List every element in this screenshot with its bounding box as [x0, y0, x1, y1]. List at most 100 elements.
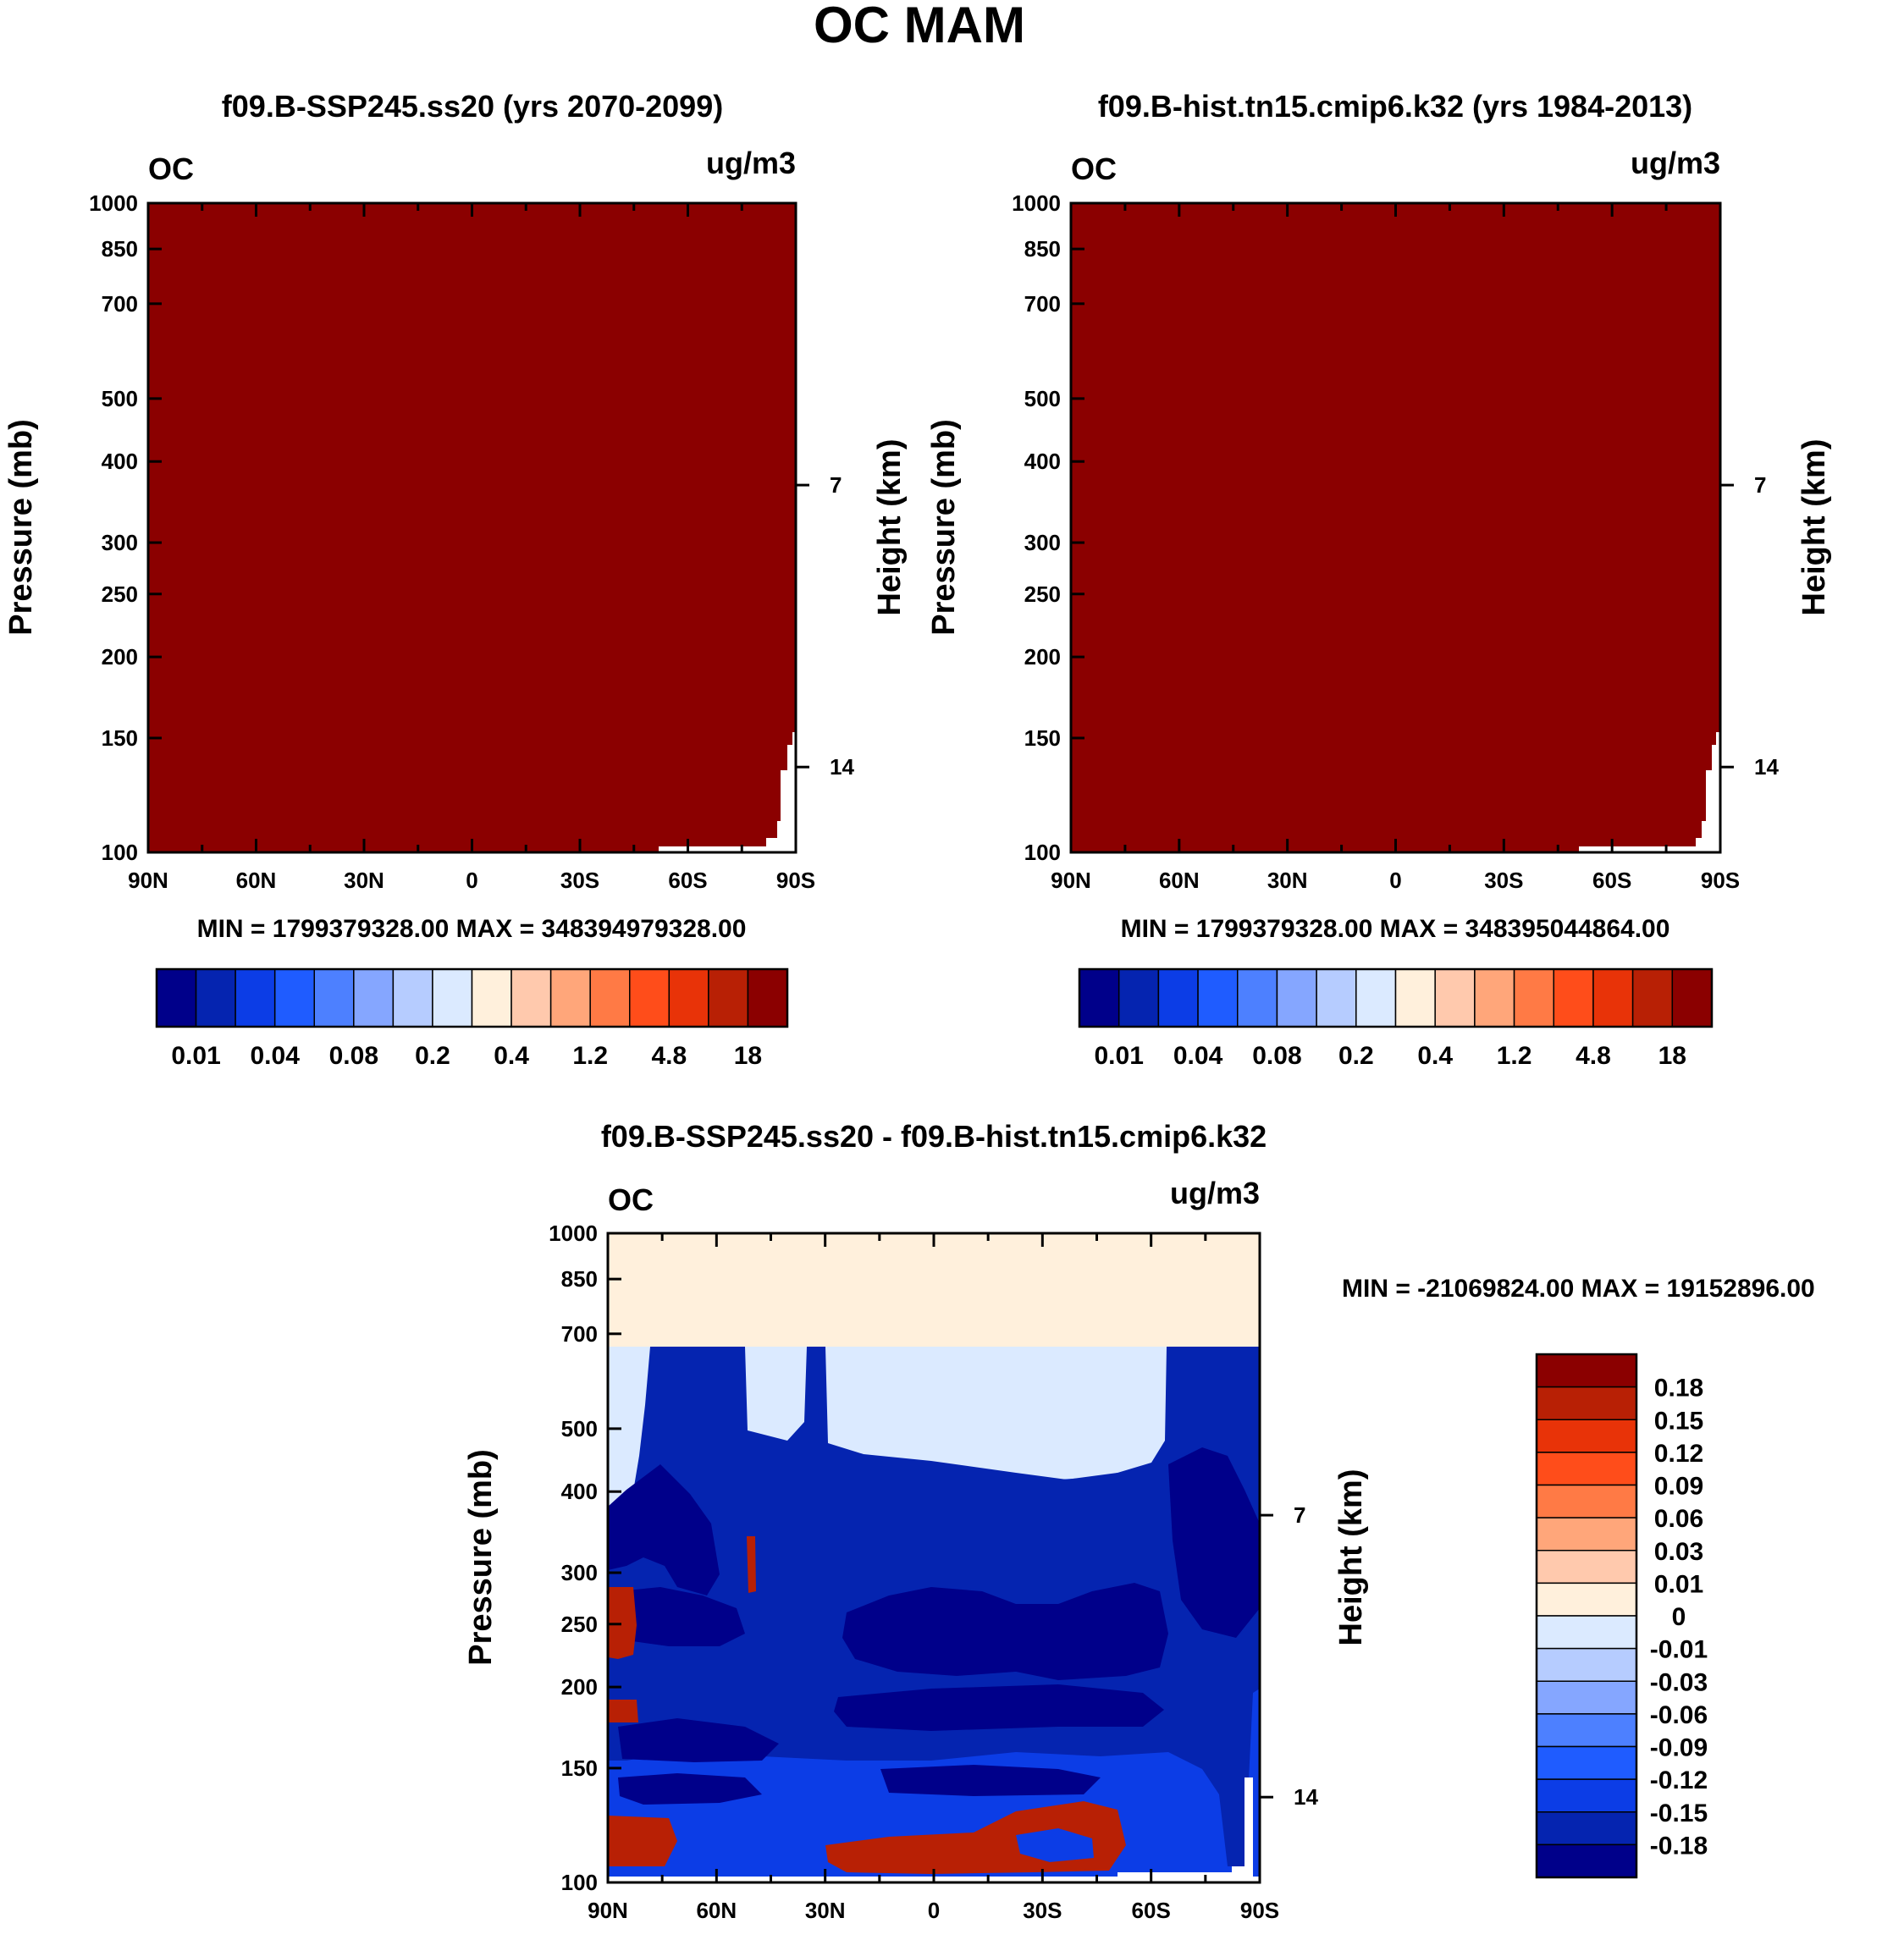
diff-region-darkest-4	[616, 1587, 745, 1646]
panel-1: f09.B-SSP245.ss20 (yrs 2070-2099) OC ug/…	[3, 89, 908, 1070]
diff-region-top-band	[608, 1233, 1260, 1347]
colorbar-box	[1434, 968, 1476, 1028]
colorbar-box	[1079, 968, 1120, 1028]
colorbar-box	[1536, 1452, 1637, 1486]
panel-1-colorbar: 0.01 0.04 0.08 0.2 0.4 1.2 4.8 18	[155, 967, 789, 1070]
y-tick-label: 100	[1024, 840, 1061, 865]
y-tick-label: 500	[102, 386, 138, 411]
colorbar-box	[1536, 1484, 1637, 1518]
colorbar-label: 0.01	[1094, 1042, 1143, 1070]
colorbar-box	[1553, 968, 1594, 1028]
panel-2-left-label: OC	[1071, 152, 1117, 186]
colorbar-box	[156, 968, 197, 1028]
panel-diff-left-label: OC	[608, 1182, 654, 1217]
panel-diff-ticks: 100 150 200 250 300 400 500 700 850 1000 14 7 90N 60N…	[549, 1221, 1318, 1923]
y-right-tick-label: 14	[830, 754, 854, 780]
colorbar-box	[1536, 1844, 1637, 1878]
y-tick-label: 200	[1024, 644, 1061, 670]
y-tick-label: 400	[102, 449, 138, 474]
colorbar-label: 0.18	[1654, 1375, 1703, 1403]
panel-1-title: f09.B-SSP245.ss20 (yrs 2070-2099)	[222, 89, 723, 124]
colorbar-box	[629, 968, 671, 1028]
colorbar-label: -0.06	[1650, 1701, 1708, 1729]
panel-2-ticks: 100 150 200 250 300 400 500 700 850 1000 14 7 90N 60N…	[1012, 190, 1779, 893]
y-tick-label: 500	[1024, 386, 1061, 411]
panel-1-surface-gap	[659, 732, 796, 852]
colorbar-box	[1631, 968, 1674, 1028]
colorbar-label: 1.2	[1497, 1042, 1532, 1070]
diff-region-darkest-6	[618, 1718, 779, 1762]
y-tick-label: 850	[561, 1266, 598, 1292]
diff-region-darkest-3	[1168, 1447, 1260, 1638]
colorbar-label: 18	[734, 1042, 762, 1070]
colorbar-box	[1536, 1647, 1637, 1682]
x-tick-label: 60N	[236, 868, 277, 893]
y-tick-label: 300	[1024, 530, 1061, 555]
colorbar-label: 0.4	[1417, 1042, 1453, 1070]
colorbar-box	[549, 968, 591, 1028]
colorbar-label: 1.2	[572, 1042, 608, 1070]
x-tick-label: 90N	[1051, 868, 1091, 893]
colorbar-box	[313, 968, 355, 1028]
colorbar-box	[1118, 968, 1160, 1028]
colorbar-box	[392, 968, 433, 1028]
colorbar-label: -0.18	[1650, 1832, 1708, 1860]
colorbar-box	[195, 968, 236, 1028]
colorbar-box	[510, 968, 552, 1028]
y-right-tick-label: 7	[830, 472, 842, 498]
panel-diff: f09.B-SSP245.ss20 - f09.B-hist.tn15.cmip…	[463, 1119, 1815, 1923]
diff-region-darkest-1	[608, 1464, 720, 1596]
colorbar-box	[432, 968, 473, 1028]
colorbar-box	[1394, 968, 1436, 1028]
colorbar-label: 0.2	[1338, 1042, 1374, 1070]
panel-diff-field	[608, 1233, 1260, 1877]
x-tick-label: 60N	[1159, 868, 1200, 893]
colorbar-box	[1536, 1419, 1637, 1453]
y-tick-label: 1000	[1012, 190, 1061, 216]
colorbar-box	[1197, 968, 1239, 1028]
panel-diff-colorbar: 0.18 0.15 0.12 0.09 0.06 0.03 0.01 0 -0.01 -0.03 -…	[1535, 1353, 1708, 1879]
colorbar-box	[1536, 1713, 1637, 1748]
x-tick-label: 60N	[696, 1898, 737, 1923]
colorbar-box	[1536, 1550, 1637, 1585]
y-tick-label: 1000	[89, 190, 138, 216]
colorbar-box	[1276, 968, 1317, 1028]
colorbar-box	[1536, 1745, 1637, 1780]
panel-diff-title: f09.B-SSP245.ss20 - f09.B-hist.tn15.cmip…	[601, 1119, 1267, 1154]
y-tick-label: 100	[561, 1870, 598, 1895]
y-tick-label: 250	[102, 581, 138, 607]
x-tick-label: 60S	[1132, 1898, 1171, 1923]
panel-2: f09.B-hist.tn15.cmip6.k32 (yrs 1984-2013…	[926, 89, 1832, 1070]
colorbar-box	[1513, 968, 1554, 1028]
colorbar-box	[1536, 1680, 1637, 1715]
diff-region-blue-in-red	[1016, 1828, 1094, 1862]
colorbar-label: -0.15	[1650, 1799, 1708, 1827]
colorbar-label: 0.06	[1654, 1505, 1703, 1533]
x-tick-label: 90N	[588, 1898, 628, 1923]
x-tick-label: 90S	[1701, 868, 1740, 893]
y-tick-label: 100	[102, 840, 138, 865]
panel-1-ticks: 100 150 200 250 300 400 500 700 850 1000 14 7 90N 60N…	[89, 190, 854, 893]
colorbar-box	[353, 968, 395, 1028]
colorbar-box	[1536, 1811, 1637, 1846]
colorbar-label: -0.03	[1650, 1668, 1708, 1696]
colorbar-box	[589, 968, 631, 1028]
diff-region-red-1	[608, 1587, 637, 1659]
panel-diff-minmax: MIN = -21069824.00 MAX = 19152896.00	[1342, 1275, 1815, 1303]
figure-title: OC MAM	[814, 0, 1025, 53]
colorbar-label: -0.09	[1650, 1734, 1708, 1762]
colorbar-label: 0.2	[415, 1042, 450, 1070]
y-tick-label: 700	[1024, 291, 1061, 317]
diff-region-darkest-7	[880, 1765, 1101, 1796]
diff-region-darkest-5	[834, 1684, 1164, 1731]
colorbar-box	[1592, 968, 1634, 1028]
panel-1-right-label: ug/m3	[706, 146, 796, 180]
y-tick-label: 700	[102, 291, 138, 317]
y-right-tick-label: 7	[1294, 1502, 1305, 1528]
colorbar-box	[1316, 968, 1357, 1028]
x-tick-label: 60S	[668, 868, 707, 893]
x-tick-label: 30N	[1267, 868, 1308, 893]
y-tick-label: 200	[102, 644, 138, 670]
x-tick-label: 30N	[344, 868, 384, 893]
colorbar-box	[708, 968, 749, 1028]
